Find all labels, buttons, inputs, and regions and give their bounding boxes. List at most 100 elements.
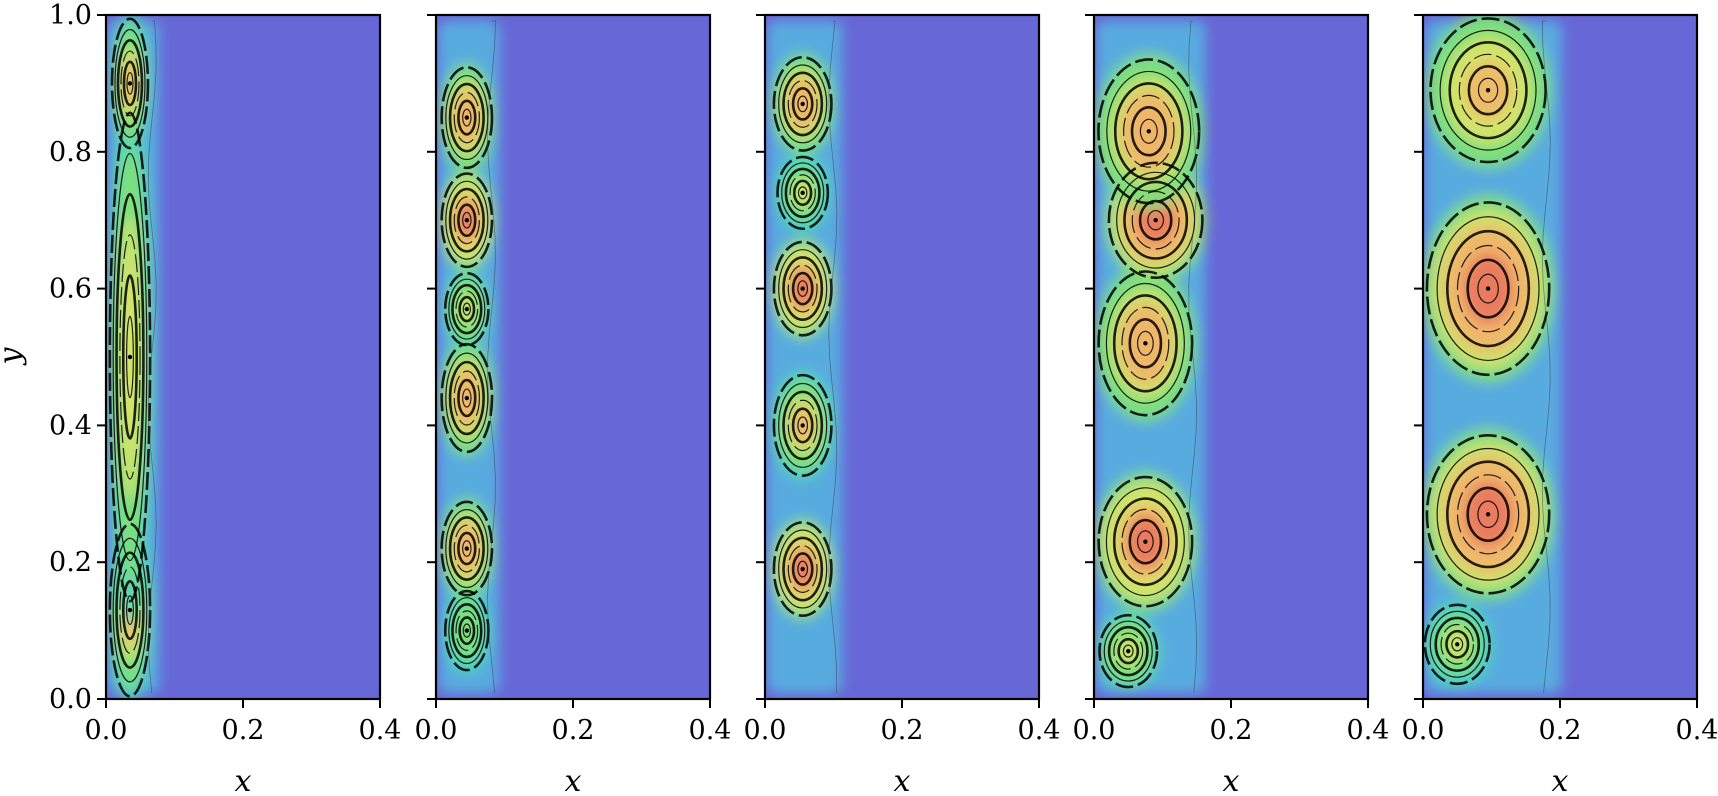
streamline-1-4 <box>782 390 824 461</box>
streamline-3-6 <box>443 271 490 347</box>
streamline-2-2 <box>457 378 477 418</box>
streamline-5-3 <box>453 91 481 144</box>
streamline-3-4 <box>784 167 821 219</box>
streamline-3-1 <box>1147 210 1165 231</box>
streamline-1-1 <box>1136 530 1154 554</box>
streamline-2-2 <box>1466 258 1510 319</box>
streamline-1-3 <box>453 524 481 573</box>
x-tick-label: 0.0 <box>85 715 128 746</box>
vortex-center <box>1143 539 1148 544</box>
streamline-2-1 <box>126 72 134 95</box>
streamline-0-1 <box>1122 644 1134 658</box>
streamline-0-2 <box>791 552 814 586</box>
streamline-3-1 <box>797 186 808 200</box>
x-axis-label: x <box>1223 764 1240 796</box>
panel-4: 0.0 0.2 0.4 x <box>1073 13 1390 796</box>
streamline-1-2 <box>457 531 477 566</box>
streamline-0-1 <box>126 595 134 626</box>
streamline-3-6 <box>776 155 830 231</box>
streamline-4-3 <box>453 196 481 245</box>
streamline-2-3 <box>453 370 481 426</box>
streamline-1-5 <box>1436 447 1540 581</box>
vortex-center <box>800 423 805 428</box>
streamline-3-4 <box>1123 180 1189 260</box>
streamline-3-3 <box>455 290 479 328</box>
streamline-4-1 <box>1139 118 1158 144</box>
streamline-2-4 <box>116 39 144 128</box>
streamline-2-6 <box>1425 201 1551 377</box>
streamline-2-1 <box>1136 330 1154 356</box>
streamline-0-2 <box>458 616 476 646</box>
streamline-2-4 <box>1446 229 1531 348</box>
vortex-center <box>1485 512 1491 517</box>
streamline-1-3 <box>1456 474 1520 555</box>
streamline-0-5 <box>1429 610 1485 678</box>
streamline-4-5 <box>445 180 489 260</box>
streamline-5-4 <box>448 82 485 153</box>
x-tick-label: 0.2 <box>222 715 265 746</box>
y-axis-label-group: y <box>0 346 28 366</box>
streamline-0-2 <box>1117 637 1140 665</box>
edge-streamline <box>1188 20 1198 694</box>
x-axis-label: x <box>1552 764 1569 796</box>
streamline-1-4 <box>1446 460 1531 569</box>
streamline-1-5 <box>445 509 489 589</box>
streamline-0-4 <box>782 536 824 602</box>
streamline-2-6 <box>440 342 494 454</box>
streamline-4-4 <box>782 71 824 137</box>
streamline-1-6 <box>1097 475 1194 608</box>
streamline-3-2 <box>792 179 813 207</box>
vortex-center <box>464 218 470 223</box>
streamline-4-3 <box>1123 94 1175 168</box>
streamline-0-4 <box>115 551 145 669</box>
vortex-center <box>127 354 133 360</box>
y-tick-label: 0.4 <box>49 410 92 441</box>
streamline-3-3 <box>1131 190 1180 250</box>
x-tick-label: 0.4 <box>689 715 732 746</box>
streamlines <box>772 20 838 693</box>
vortex-center <box>1126 648 1131 654</box>
vortex-center <box>127 607 133 613</box>
streamline-2-2 <box>1128 318 1163 369</box>
streamline-0-3 <box>1113 632 1144 670</box>
streamline-1-6 <box>772 373 833 477</box>
streamline-2-5 <box>1436 216 1540 362</box>
x-tick-label: 0.2 <box>1539 715 1582 746</box>
x-axis-label: x <box>235 764 252 796</box>
streamline-2-2 <box>791 271 814 306</box>
streamline-0-1 <box>797 560 809 578</box>
streamline-5-6 <box>440 66 494 170</box>
streamline-0-2 <box>1445 629 1470 659</box>
streamline-0-3 <box>455 610 479 651</box>
streamlines <box>1097 20 1204 694</box>
y-axis-label: y <box>0 346 28 366</box>
streamline-1-1 <box>126 315 134 399</box>
y-tick-label: 0.8 <box>49 137 92 168</box>
x-axis-label: x <box>565 764 582 796</box>
streamline-4-2 <box>791 87 814 121</box>
streamline-2-4 <box>448 360 485 436</box>
x-tick-label: 0.4 <box>1347 715 1390 746</box>
streamline-0-3 <box>119 566 141 654</box>
streamline-0-5 <box>112 537 148 683</box>
edge-streamline <box>828 20 838 693</box>
streamline-2-5 <box>778 249 828 329</box>
vortex-center <box>464 115 470 120</box>
vortex-center <box>464 628 470 633</box>
streamline-1-1 <box>797 416 809 435</box>
streamline-0-6 <box>1098 613 1159 689</box>
streamline-1-5 <box>778 382 828 468</box>
vortex-center <box>1146 129 1152 134</box>
streamline-0-5 <box>778 529 828 609</box>
streamline-1-6 <box>108 111 152 603</box>
streamline-1-6 <box>440 500 494 597</box>
streamline-3-2 <box>458 295 476 323</box>
streamline-0-1 <box>1451 637 1464 652</box>
streamline-3-6 <box>1429 17 1547 164</box>
streamlines <box>440 20 496 694</box>
x-tick-label: 0.2 <box>1210 715 1253 746</box>
streamline-1-3 <box>787 399 818 452</box>
streamline-2-6 <box>110 17 150 150</box>
streamline-4-4 <box>1113 82 1184 181</box>
